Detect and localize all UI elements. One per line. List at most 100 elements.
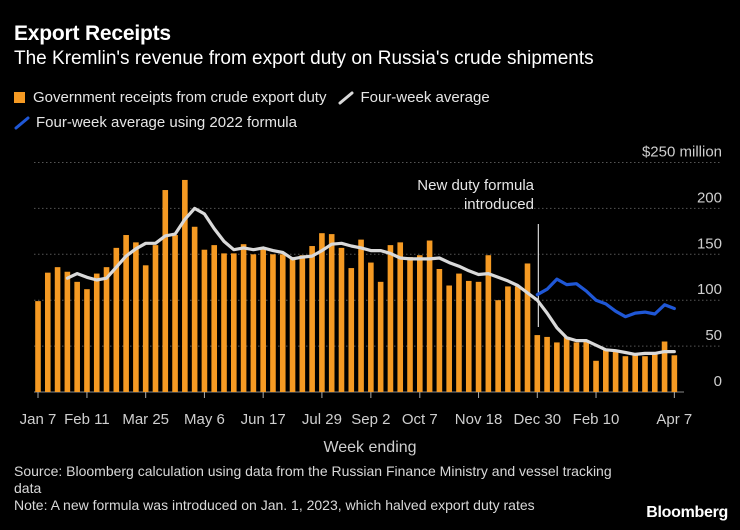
- y-unit-label: $250 million: [642, 144, 722, 161]
- x-tick-label: May 6: [184, 411, 225, 428]
- bar: [93, 273, 100, 392]
- x-tick-label: Jun 17: [241, 411, 286, 428]
- bar: [35, 301, 41, 392]
- bar: [603, 348, 609, 392]
- chart-title: Export Receipts: [14, 22, 171, 45]
- bar: [671, 355, 678, 392]
- bloomberg-logo: Bloomberg: [646, 504, 728, 521]
- bar: [436, 268, 443, 392]
- bar: [319, 233, 325, 392]
- bar-series: [35, 179, 678, 392]
- bar: [133, 242, 139, 392]
- four-week-average-2022-line: [535, 277, 676, 319]
- legend-avg-swatch: [338, 91, 354, 104]
- bar: [182, 179, 188, 392]
- x-tick-label: Nov 18: [455, 411, 503, 428]
- bar: [465, 280, 472, 392]
- bar: [475, 281, 482, 392]
- x-tick-label: Oct 7: [402, 411, 438, 428]
- y-axis: 0 50 100 150 200 $250 million: [642, 144, 722, 391]
- y-tick-label: 0: [714, 373, 722, 390]
- bar: [495, 300, 501, 392]
- x-axis-title: Week ending: [323, 439, 416, 456]
- legend-avg2022-label: Four-week average using 2022 formula: [36, 114, 297, 131]
- bar: [328, 234, 335, 392]
- bar: [74, 281, 80, 392]
- x-tick-label: Feb 11: [64, 411, 110, 428]
- bar: [191, 226, 198, 392]
- bar: [103, 267, 110, 392]
- legend-receipts-label: Government receipts from crude export du…: [33, 89, 327, 106]
- bar: [554, 342, 560, 392]
- bar: [309, 246, 315, 392]
- bar: [377, 281, 384, 392]
- bar: [162, 190, 169, 392]
- bar: [279, 254, 286, 392]
- bar: [358, 239, 364, 392]
- bar: [534, 335, 541, 392]
- footer: Source: Bloomberg calculation using data…: [14, 463, 614, 514]
- bar: [505, 286, 511, 392]
- x-tick-label: Dec 30: [514, 411, 562, 428]
- bar: [563, 336, 570, 392]
- bar: [544, 336, 550, 392]
- chart-plot: New duty formula introduced 0 50 100 150 200 $…: [20, 144, 722, 456]
- legend-avg-label: Four-week average: [360, 89, 490, 106]
- bar: [201, 249, 208, 392]
- bar: [231, 253, 237, 392]
- bar: [142, 265, 149, 392]
- bar: [260, 248, 266, 392]
- bar: [661, 341, 668, 392]
- bar: [123, 235, 129, 392]
- bar: [240, 244, 247, 392]
- bar: [299, 255, 306, 392]
- bar: [426, 240, 433, 392]
- bar: [64, 271, 71, 392]
- bar: [368, 262, 374, 392]
- bar: [583, 340, 590, 392]
- bar: [632, 353, 638, 392]
- line-series: [65, 206, 676, 356]
- bar: [514, 286, 521, 392]
- formula-note: Note: A new formula was introduced on Ja…: [14, 497, 535, 513]
- bar: [612, 349, 619, 392]
- bar: [446, 285, 452, 392]
- x-tick-label: Jul 29: [302, 411, 342, 428]
- legend-row-2: Four-week average using 2022 formula: [14, 114, 297, 131]
- bar: [651, 352, 658, 392]
- x-tick-label: Mar 25: [122, 411, 169, 428]
- annotation-text: introduced: [464, 196, 534, 213]
- four-week-average-line: [65, 206, 676, 356]
- bar: [84, 289, 90, 392]
- bar: [456, 273, 462, 392]
- x-tick-label: Apr 7: [656, 411, 692, 428]
- bar: [113, 247, 120, 392]
- bar: [152, 245, 159, 392]
- bar: [172, 235, 178, 392]
- y-tick-label: 200: [697, 189, 722, 206]
- annotation: New duty formula introduced: [417, 177, 539, 327]
- x-axis: Jan 7 Feb 11 Mar 25 May 6 Jun 17 Jul 29 Sep 2 O…: [20, 392, 692, 456]
- legend-avg2022-swatch: [14, 116, 30, 129]
- bar: [44, 272, 51, 392]
- y-tick-label: 50: [705, 327, 722, 344]
- y-tick-label: 150: [697, 235, 722, 252]
- y-tick-label: 100: [697, 281, 722, 298]
- bar: [417, 255, 423, 392]
- source-note: Source: Bloomberg calculation using data…: [14, 463, 612, 496]
- bar: [622, 356, 629, 392]
- bar: [407, 257, 413, 392]
- annotation-text: New duty formula: [417, 177, 534, 194]
- bar: [397, 242, 404, 392]
- bar: [338, 247, 345, 392]
- bar: [593, 360, 599, 392]
- chart-subtitle: The Kremlin's revenue from export duty o…: [14, 48, 594, 69]
- bar: [221, 253, 227, 392]
- bar: [211, 245, 218, 392]
- bar: [485, 255, 492, 392]
- bar: [250, 254, 257, 392]
- bar: [387, 245, 394, 392]
- x-tick-label: Feb 10: [573, 411, 620, 428]
- bar: [54, 267, 61, 392]
- bar: [642, 356, 648, 392]
